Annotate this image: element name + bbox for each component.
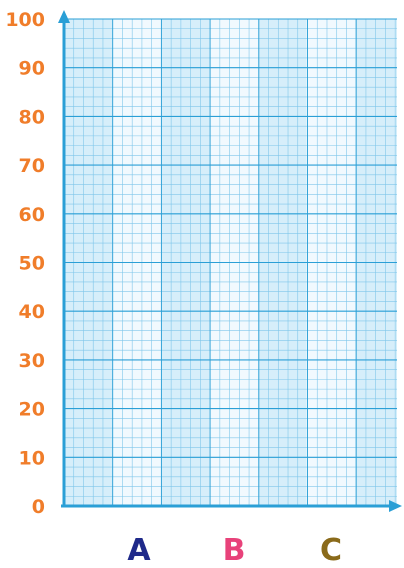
y-tick-label: 70 bbox=[19, 155, 45, 177]
y-tick-label: 60 bbox=[19, 204, 45, 226]
x-category-label: B bbox=[223, 533, 246, 568]
x-category-label: C bbox=[320, 533, 342, 568]
y-tick-label: 20 bbox=[19, 399, 45, 421]
grid-lines bbox=[64, 18, 397, 506]
y-tick-label: 0 bbox=[32, 496, 45, 518]
y-tick-label: 40 bbox=[19, 301, 45, 323]
x-axis-arrow bbox=[389, 500, 402, 512]
x-category-labels: A B C bbox=[127, 533, 342, 568]
y-axis-arrow bbox=[58, 10, 70, 23]
y-tick-label: 50 bbox=[19, 253, 45, 275]
y-tick-label: 10 bbox=[19, 447, 45, 469]
x-category-label: A bbox=[127, 533, 151, 568]
axes bbox=[58, 10, 402, 512]
y-tick-label: 80 bbox=[19, 106, 45, 128]
y-tick-label: 90 bbox=[19, 58, 45, 80]
y-tick-labels: 0 10 20 30 40 50 60 70 80 90 100 bbox=[5, 9, 45, 518]
y-tick-label: 100 bbox=[5, 9, 45, 31]
y-tick-label: 30 bbox=[19, 350, 45, 372]
